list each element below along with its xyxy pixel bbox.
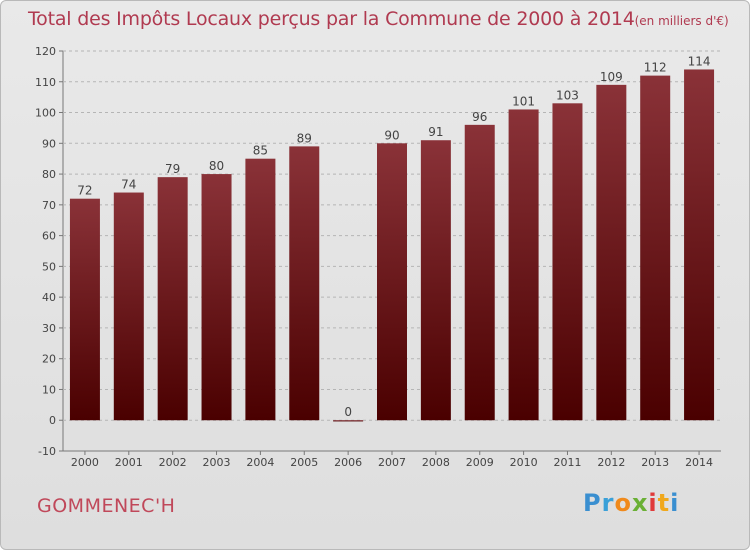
y-tick-label: 70 bbox=[42, 199, 56, 212]
bar-value-label: 89 bbox=[297, 131, 312, 145]
y-tick-label: 0 bbox=[49, 414, 56, 427]
chart-title-text: Total des Impôts Locaux perçus par la Co… bbox=[28, 8, 635, 30]
bar-2010 bbox=[508, 109, 539, 421]
bar-2001 bbox=[113, 192, 144, 421]
y-tick-label: 100 bbox=[35, 107, 56, 120]
bar-value-label: 96 bbox=[472, 110, 487, 124]
y-tick-label: 120 bbox=[35, 45, 56, 58]
bar-2003 bbox=[201, 174, 232, 421]
bar-value-label: 80 bbox=[209, 159, 224, 173]
x-tick-label: 2005 bbox=[290, 456, 318, 469]
bar-2005 bbox=[289, 146, 320, 421]
x-tick-label: 2013 bbox=[641, 456, 669, 469]
bar-value-label: 85 bbox=[253, 144, 268, 158]
commune-name: GOMMENEC'H bbox=[37, 495, 176, 517]
x-tick-label: 2008 bbox=[422, 456, 450, 469]
bar-2000 bbox=[69, 198, 100, 421]
bar-value-label: 101 bbox=[512, 94, 535, 108]
bar-value-label: 114 bbox=[688, 54, 711, 68]
x-tick-label: 2003 bbox=[203, 456, 231, 469]
y-tick-label: 90 bbox=[42, 137, 56, 150]
x-tick-label: 2010 bbox=[510, 456, 538, 469]
y-tick-label: 80 bbox=[42, 168, 56, 181]
bar-2002 bbox=[157, 177, 188, 421]
bar-value-label: 91 bbox=[428, 125, 443, 139]
x-tick-label: 2002 bbox=[159, 456, 187, 469]
y-tick-label: 30 bbox=[42, 322, 56, 335]
bar-value-label: 109 bbox=[600, 70, 623, 84]
y-tick-label: 40 bbox=[42, 291, 56, 304]
y-tick-label: 60 bbox=[42, 230, 56, 243]
bar-2007 bbox=[377, 143, 407, 421]
bar-value-label: 112 bbox=[644, 61, 667, 75]
bar-2004 bbox=[245, 158, 276, 421]
bar-value-label: 79 bbox=[165, 162, 180, 176]
bar-2008 bbox=[420, 140, 451, 421]
bar-2014 bbox=[684, 69, 715, 421]
x-tick-label: 2011 bbox=[553, 456, 581, 469]
bar-2012 bbox=[596, 84, 627, 421]
bar-value-label: 103 bbox=[556, 88, 579, 102]
x-tick-label: 2012 bbox=[597, 456, 625, 469]
x-tick-label: 2009 bbox=[466, 456, 494, 469]
y-tick-label: 110 bbox=[35, 76, 56, 89]
bar-value-label: 74 bbox=[121, 178, 136, 192]
x-tick-label: 2001 bbox=[115, 456, 143, 469]
bar-value-label: 0 bbox=[344, 405, 352, 419]
bar-2009 bbox=[464, 124, 495, 421]
y-tick-label: 20 bbox=[42, 353, 56, 366]
bar-value-label: 90 bbox=[384, 128, 399, 142]
chart-title: Total des Impôts Locaux perçus par la Co… bbox=[28, 8, 729, 30]
y-tick-label: 10 bbox=[42, 383, 56, 396]
x-tick-label: 2004 bbox=[246, 456, 274, 469]
bar-2013 bbox=[640, 75, 671, 421]
x-tick-label: 2014 bbox=[685, 456, 713, 469]
chart-unit: (en milliers d'€) bbox=[634, 14, 729, 28]
bar-2011 bbox=[552, 103, 583, 421]
x-tick-label: 2007 bbox=[378, 456, 406, 469]
x-tick-label: 2000 bbox=[71, 456, 99, 469]
proxiti-logo: Proxiti bbox=[583, 489, 680, 517]
y-tick-label: 50 bbox=[42, 260, 56, 273]
bar-value-label: 72 bbox=[77, 184, 92, 198]
x-tick-label: 2006 bbox=[334, 456, 362, 469]
bar-2006 bbox=[333, 420, 364, 422]
y-tick-label: -10 bbox=[38, 445, 56, 458]
